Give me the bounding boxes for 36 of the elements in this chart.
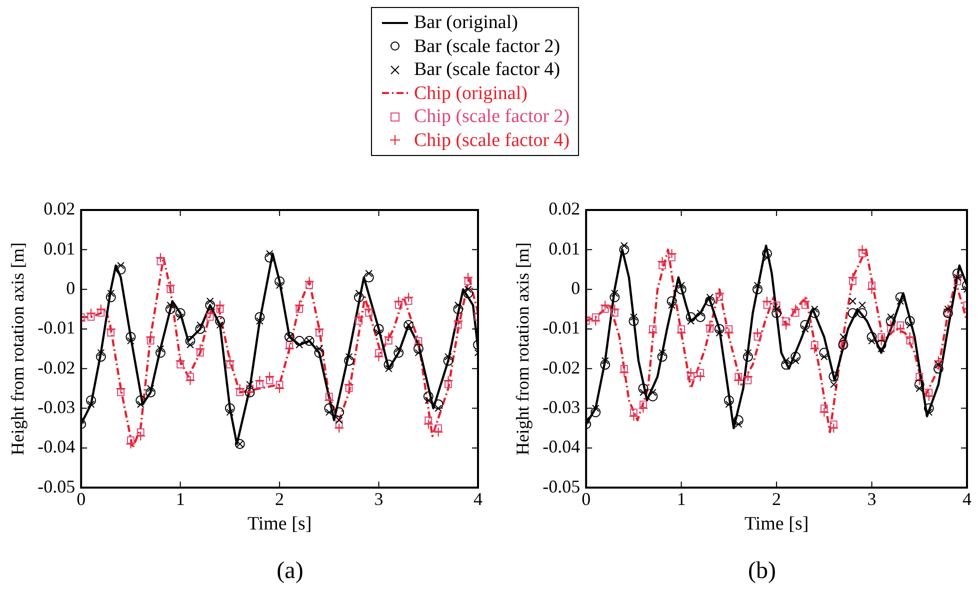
y-axis-title: Height from rotation axis [m]: [512, 242, 533, 456]
y-tick-label: -0.05: [38, 476, 76, 496]
y-tick-label: -0.03: [542, 397, 580, 418]
legend-label: Bar (scale factor 4): [414, 58, 560, 82]
text: (a): [276, 558, 304, 585]
y-tick-label: 0.02: [44, 198, 76, 219]
y-axis-title: Height from rotation axis [m]: [8, 242, 28, 456]
y-tick-label: 0: [66, 278, 76, 298]
y-tick-label: -0.04: [38, 436, 76, 457]
y-tick-label: -0.01: [542, 318, 580, 338]
x-axis-title: Time [s]: [744, 514, 809, 535]
y-tick-label: -0.02: [38, 357, 76, 378]
x-tick-label: 2: [275, 489, 284, 510]
y-tick-label: 0.01: [44, 238, 76, 258]
x-tick-label: 2: [772, 489, 782, 510]
x-axis-title: Time [s]: [247, 514, 312, 535]
x-tick-label: 1: [676, 489, 686, 510]
text: (b): [747, 558, 777, 585]
x-tick-label: 3: [374, 489, 384, 510]
x-tick-label: 1: [176, 489, 185, 510]
legend-label: Chip (scale factor 4): [414, 128, 570, 152]
y-tick-label: -0.05: [542, 476, 580, 496]
legend-label: Chip (original): [414, 82, 528, 105]
x-tick-label: 4: [962, 489, 972, 510]
y-tick-label: -0.03: [38, 397, 76, 418]
x-tick-label: 3: [867, 489, 876, 510]
y-tick-label: -0.01: [38, 318, 76, 338]
legend-label: Bar (scale factor 2): [414, 34, 560, 58]
y-tick-label: 0.01: [548, 238, 580, 258]
x-tick-label: 4: [474, 489, 482, 510]
y-tick-label: 0: [571, 278, 580, 298]
legend-label: Chip (scale factor 2): [414, 105, 570, 128]
legend-label: Bar (original): [414, 11, 518, 34]
y-tick-label: -0.02: [542, 357, 580, 378]
y-tick-label: -0.04: [542, 436, 580, 457]
y-tick-label: 0.02: [548, 198, 580, 219]
